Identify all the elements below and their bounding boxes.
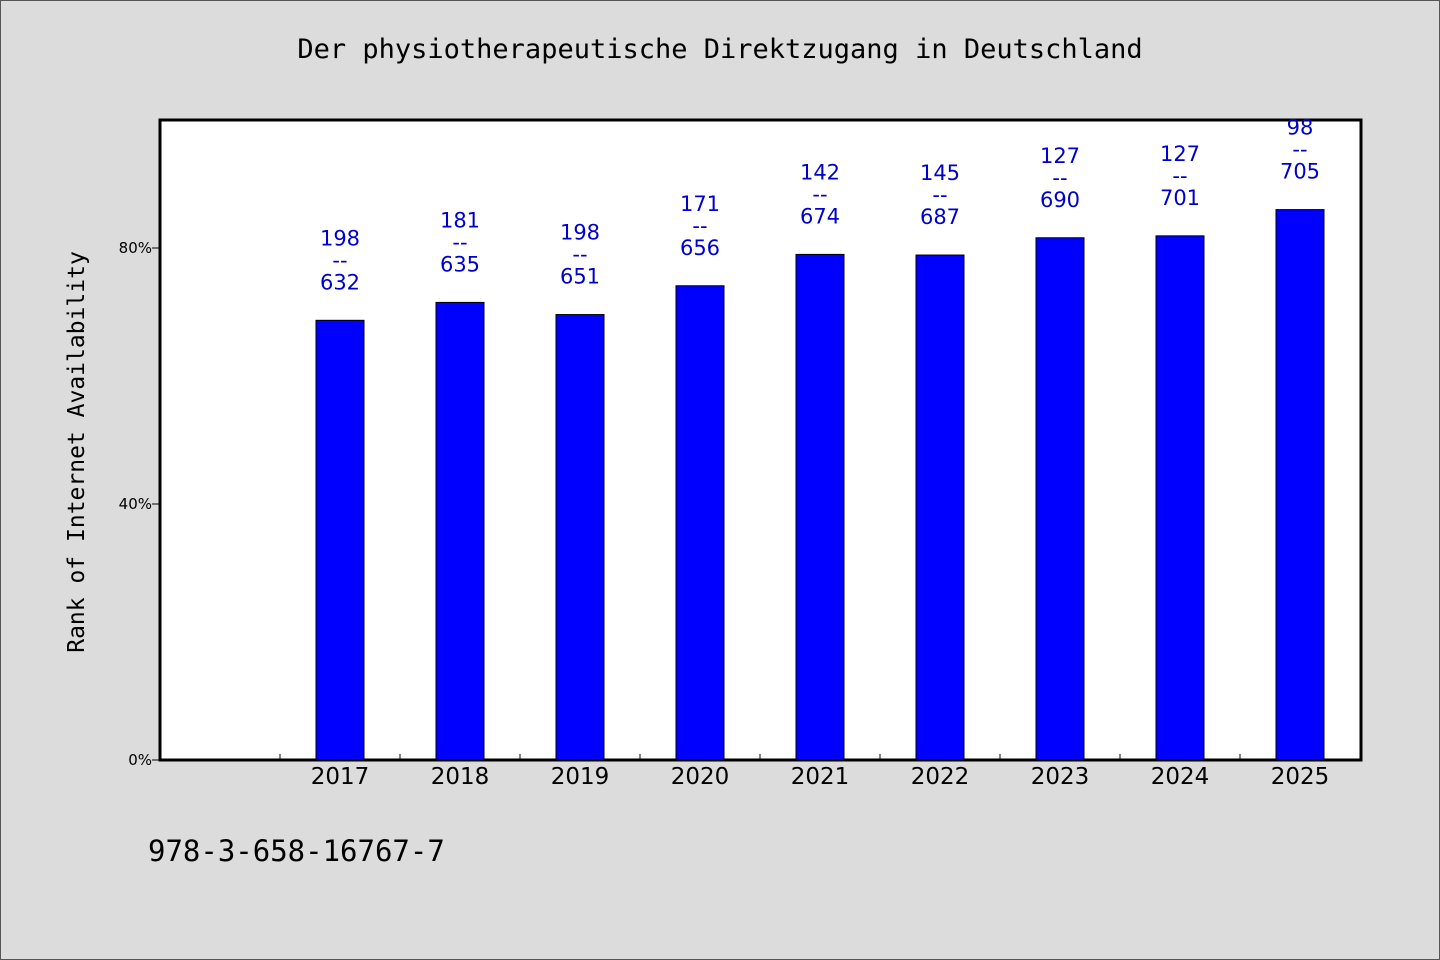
bar-data-label: 690 — [1040, 188, 1080, 212]
bar-data-label: 635 — [440, 252, 480, 276]
x-tick-label: 2023 — [1031, 764, 1090, 790]
bar — [915, 254, 965, 761]
x-tick-label: 2025 — [1271, 764, 1330, 790]
y-tick-label: 40% — [119, 495, 152, 513]
bar-data-label: -- — [812, 182, 827, 206]
x-tick-label: 2021 — [791, 764, 850, 790]
x-tick-label: 2020 — [671, 764, 730, 790]
y-axis-label: Rank of Internet Availability — [64, 251, 90, 653]
bar-data-label: -- — [932, 183, 947, 207]
bar-data-label: 171 — [680, 192, 720, 216]
bar-data-label: 656 — [680, 236, 720, 260]
bar-data-label: 687 — [920, 205, 960, 229]
bar — [315, 319, 365, 761]
x-tick-label: 2018 — [431, 764, 490, 790]
bar-data-label: -- — [1292, 138, 1307, 162]
bar-data-label: 198 — [320, 226, 360, 250]
bar-data-label: 632 — [320, 270, 360, 294]
bar-data-label: 127 — [1040, 144, 1080, 168]
bar-data-label: -- — [1172, 164, 1187, 188]
bar-data-label: 142 — [800, 160, 840, 184]
y-tick-label: 80% — [119, 239, 152, 257]
footer-code: 978-3-658-16767-7 — [148, 834, 445, 868]
bar-data-label: 145 — [920, 161, 960, 185]
bar-data-label: 674 — [800, 204, 840, 228]
bar — [1035, 237, 1085, 761]
bar — [555, 314, 605, 761]
bar-data-label: -- — [1052, 166, 1067, 190]
x-tick-label: 2024 — [1151, 764, 1210, 790]
bar-data-label: 98 — [1287, 116, 1314, 140]
bar-data-label: 181 — [440, 208, 480, 232]
bar-data-label: -- — [572, 243, 587, 267]
x-tick-label: 2022 — [911, 764, 970, 790]
bar-data-label: -- — [692, 214, 707, 238]
bar-data-label: -- — [332, 248, 347, 272]
x-tick-label: 2017 — [311, 764, 370, 790]
y-tick-label: 0% — [128, 751, 152, 769]
bar — [435, 301, 485, 761]
bar-data-label: 705 — [1280, 160, 1320, 184]
bar — [675, 285, 725, 761]
bar — [1155, 235, 1205, 761]
bar-data-label: 127 — [1160, 142, 1200, 166]
bar-data-label: 198 — [560, 221, 600, 245]
bar-data-label: 651 — [560, 265, 600, 289]
bar — [1275, 209, 1325, 761]
bar-data-label: 701 — [1160, 186, 1200, 210]
bar-data-label: -- — [452, 230, 467, 254]
bar — [795, 253, 845, 761]
x-tick-label: 2019 — [551, 764, 610, 790]
chart-title: Der physiotherapeutische Direktzugang in… — [297, 34, 1143, 65]
